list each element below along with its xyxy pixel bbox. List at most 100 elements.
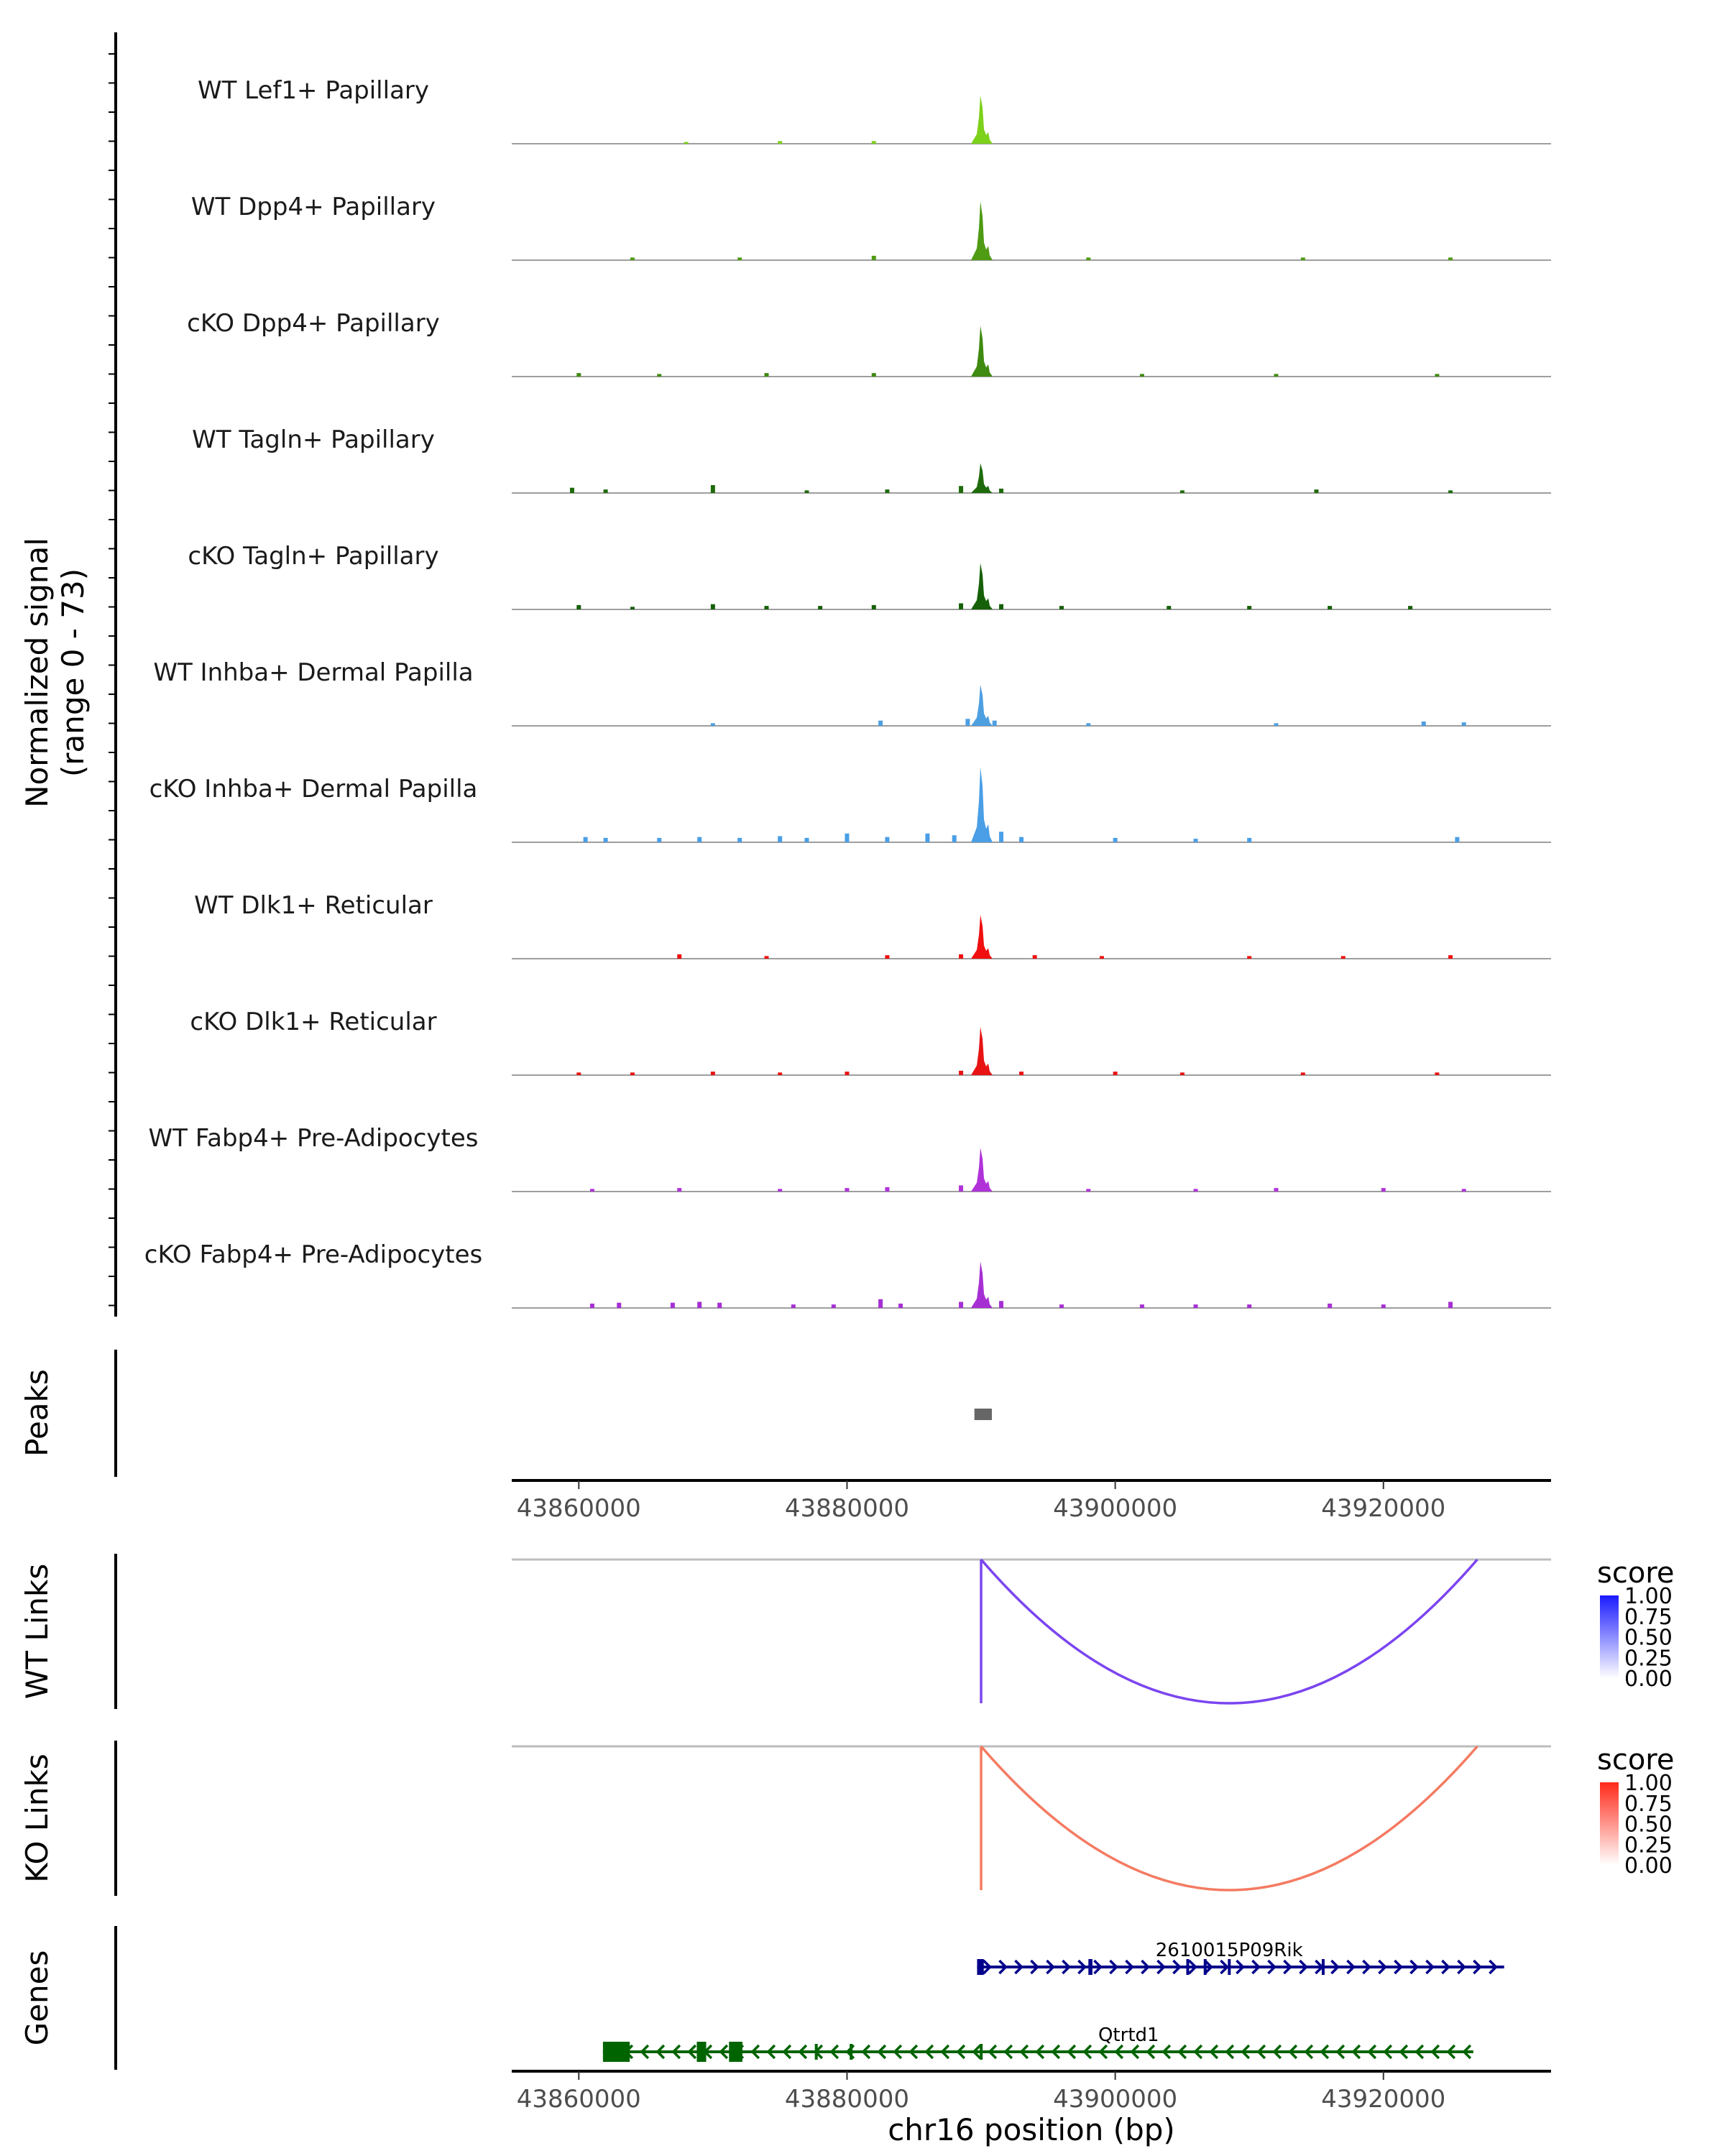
gene-strand-arrow [1351,2044,1361,2060]
coverage-minor-peak [1408,606,1413,609]
coverage-minor-peak [1179,1072,1184,1075]
gene-exon [729,2042,742,2062]
coverage-track-label: WT Inhba+ Dermal Papilla [153,658,473,687]
coverage-main-peak [971,1148,993,1192]
coverage-minor-peak [959,603,964,609]
coverage-minor-peak [1448,1302,1453,1308]
gene-strand-arrow [1051,2044,1061,2060]
coverage-minor-peak [1247,837,1252,842]
coverage-minor-peak [677,954,682,959]
x-axis-tick-label: 43920000 [1321,1494,1445,1523]
gene-strand-arrow [1146,2044,1156,2060]
coverage-minor-peak [576,1072,581,1075]
coverage-minor-peak [778,141,783,144]
gene-model: Qtrtd1 [602,2024,1473,2062]
gene-strand-arrow [1304,2044,1314,2060]
coverage-minor-peak [764,956,769,959]
coverage-minor-peak [885,955,890,959]
coverage-minor-peak [1328,1303,1333,1308]
gene-strand-arrow [1077,1959,1087,1975]
coverage-minor-peak [1059,1304,1064,1308]
gene-strand-arrow [972,2044,982,2060]
gene-strand-arrow [1367,2044,1377,2060]
gene-strand-arrow [1441,1959,1450,1975]
coverage-minor-peak [1448,955,1453,959]
coverage-main-peak [971,326,993,377]
gene-strand-arrow [1014,1959,1024,1975]
legend-tick-label: 0.25 [1624,1646,1673,1671]
gene-strand-arrow [1414,2044,1425,2060]
gene-strand-arrow [988,2044,998,2060]
coverage-minor-peak [845,1072,850,1075]
coverage-minor-peak [1086,1189,1091,1192]
coverage-track: cKO Dlk1+ Reticular [190,1008,1551,1076]
coverage-minor-peak [871,255,876,260]
coverage-minor-peak [791,1304,796,1308]
coverage-minor-peak [1300,257,1305,260]
coverage-minor-peak [804,490,809,493]
gene-strand-arrow [1225,2044,1235,2060]
coverage-minor-peak [1086,257,1091,260]
gene-strand-arrow [1130,2044,1140,2060]
gene-exon [1088,1959,1092,1975]
coverage-minor-peak [697,837,702,842]
coverage-track-label: WT Tagln+ Papillary [192,425,435,454]
coverage-minor-peak [965,719,970,726]
gene-strand-arrow [1425,1959,1435,1975]
gene-strand-arrow [1489,1959,1498,1975]
coverage-minor-peak [1113,837,1118,842]
peaks-y-axis-title: Peaks [19,1369,55,1457]
coverage-minor-peak [583,837,588,842]
coverage-minor-peak [845,1188,850,1192]
coverage-main-peak [971,915,993,959]
gene-strand-arrow [1446,2044,1456,2060]
gene-exon [980,2044,983,2060]
gene-strand-arrow [1067,2044,1077,2060]
x-axis-title: chr16 position (bp) [888,2112,1175,2147]
coverage-minor-peak [569,487,574,493]
coverage-minor-peak [1193,839,1198,842]
coverage-minor-peak [677,1188,682,1192]
coverage-minor-peak [1274,723,1279,726]
coverage-minor-peak [959,1185,964,1192]
coverage-minor-peak [878,720,883,726]
gene-strand-arrow [1378,1959,1387,1975]
coverage-minor-peak [778,836,783,842]
coverage-track: cKO Fabp4+ Pre-Adipocytes [144,1240,1551,1309]
gene-strand-arrow [1177,2044,1187,2060]
x-axis-tick-label: 43880000 [785,1494,909,1523]
gene-strand-arrow [1125,1959,1134,1975]
coverage-minor-peak [1461,1189,1466,1192]
coverage-minor-peak [617,1302,622,1308]
coverage-minor-peak [1274,1188,1279,1192]
coverage-track-label: WT Dlk1+ Reticular [194,891,433,920]
gene-strand-arrow [1030,1959,1039,1975]
coverage-main-peak [971,1026,993,1075]
coverage-minor-peak [952,835,957,842]
gene-strand-arrow [1362,1959,1371,1975]
gene-strand-arrow [1209,2044,1219,2060]
gene-strand-arrow [861,2044,871,2060]
coverage-track: WT Inhba+ Dermal Papilla [153,658,1551,727]
coverage-track: cKO Dpp4+ Papillary [187,309,1551,377]
coverage-minor-peak [603,489,608,493]
legend-colorbar [1600,1782,1619,1865]
legend-tick-label: 0.00 [1624,1853,1673,1879]
x-axis-tick-label: 43900000 [1053,2085,1177,2114]
coverage-minor-peak [576,604,581,609]
coverage-track-label: cKO Dpp4+ Papillary [187,309,440,338]
coverage-minor-peak [603,837,608,842]
peak-regions [974,1409,992,1420]
peak-region [974,1409,992,1420]
coverage-track: WT Dpp4+ Papillary [191,193,1551,261]
peaks-panel: Peaks 43860000 43880000 43900000 43920000 [19,1350,1551,1523]
gene-strand-arrow [1409,1959,1419,1975]
gene-exon [602,2042,630,2062]
gene-strand-arrow [1330,1959,1340,1975]
coverage-minor-peak [1086,723,1091,726]
gene-strand-arrow [1162,2044,1172,2060]
gene-strand-arrow [1035,2044,1045,2060]
